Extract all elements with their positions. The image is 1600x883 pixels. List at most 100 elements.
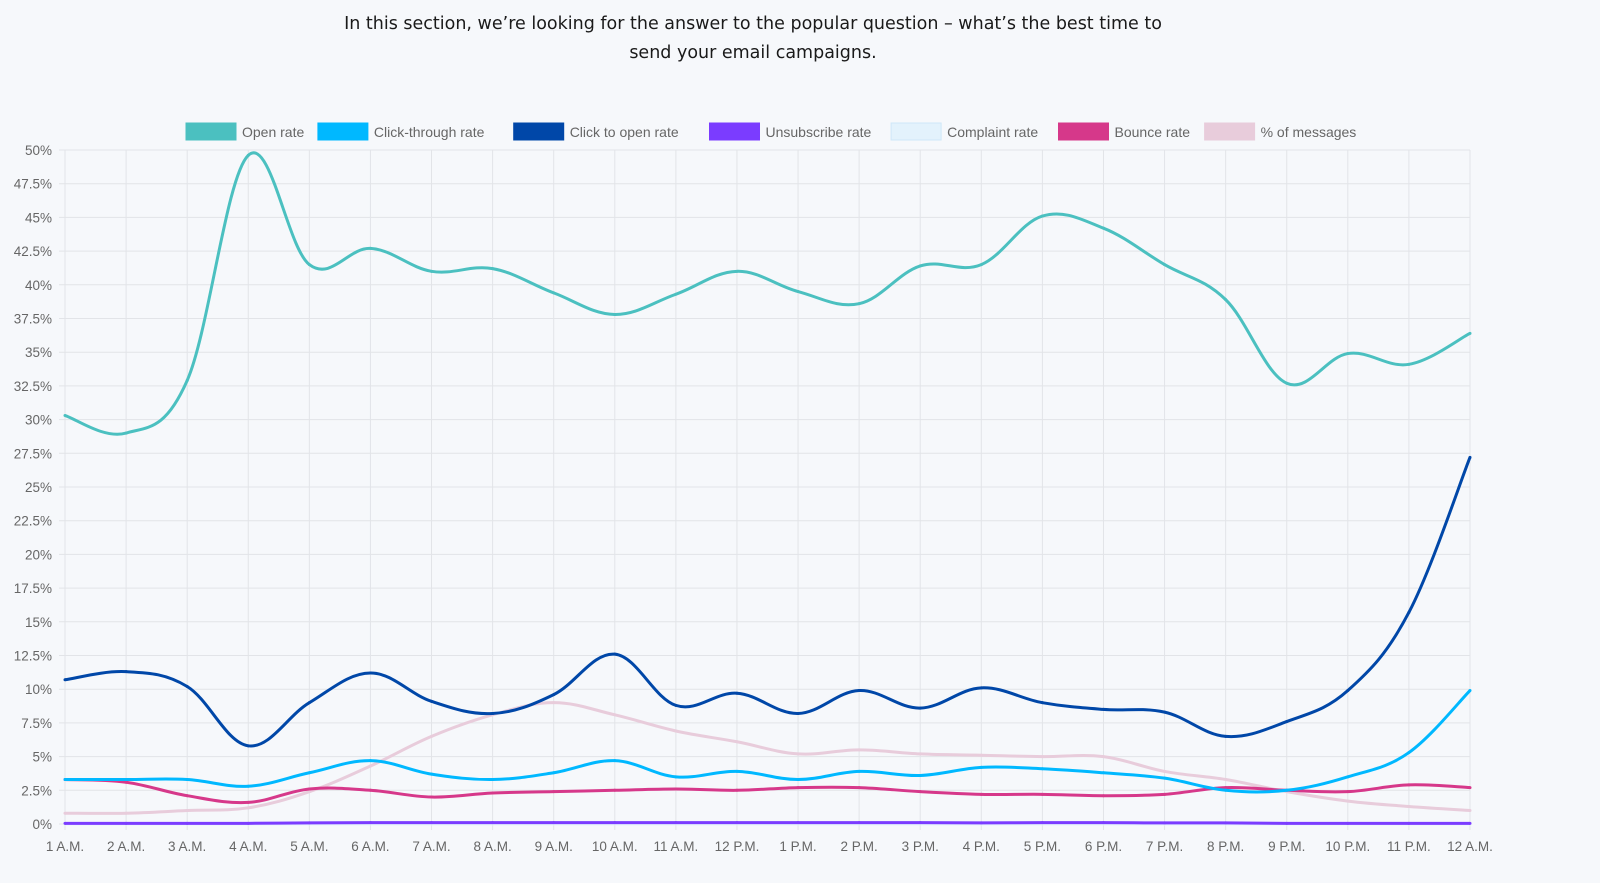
- data-point: [1346, 799, 1350, 803]
- x-tick-label: 2 A.M.: [107, 839, 145, 854]
- legend-swatch: [1204, 122, 1256, 141]
- data-point: [1407, 804, 1411, 808]
- legend-item[interactable]: Click to open rate: [513, 122, 679, 141]
- legend-item[interactable]: Click-through rate: [317, 122, 485, 141]
- data-point: [124, 431, 128, 435]
- data-point: [674, 729, 678, 733]
- data-point: [552, 790, 556, 794]
- data-point: [674, 292, 678, 296]
- legend-item[interactable]: Complaint rate: [890, 122, 1038, 141]
- data-point: [1224, 821, 1228, 825]
- data-point: [185, 778, 189, 782]
- data-point: [1346, 775, 1350, 779]
- data-point: [307, 263, 311, 267]
- data-point: [979, 765, 983, 769]
- y-tick-label: 2.5%: [21, 783, 52, 798]
- data-point: [1163, 792, 1167, 796]
- y-axis: 0% 2.5% 5% 7.5% 10% 12.5% 15% 17.5% 20% 22.5% 25% 2…: [14, 143, 52, 832]
- legend-item[interactable]: Bounce rate: [1058, 122, 1191, 141]
- y-tick-label: 37.5%: [14, 312, 52, 327]
- x-tick-label: 12 A.M.: [1447, 839, 1493, 854]
- x-tick-label: 5 P.M.: [1024, 839, 1061, 854]
- data-point: [124, 821, 128, 825]
- data-point: [552, 771, 556, 775]
- x-tick-label: 3 A.M.: [168, 839, 206, 854]
- data-point: [1101, 821, 1105, 825]
- data-point: [307, 701, 311, 705]
- data-point: [552, 291, 556, 295]
- legend-item[interactable]: Open rate: [185, 122, 304, 141]
- legend-swatch: [709, 122, 760, 141]
- data-point: [979, 686, 983, 690]
- data-point: [1040, 792, 1044, 796]
- y-tick-label: 30%: [25, 413, 52, 428]
- data-point: [368, 246, 372, 250]
- x-tick-label: 10 A.M.: [592, 839, 638, 854]
- x-tick-label: 8 P.M.: [1207, 839, 1244, 854]
- data-point: [1224, 298, 1228, 302]
- y-tick-label: 15%: [25, 615, 52, 630]
- x-tick-label: 6 P.M.: [1085, 839, 1122, 854]
- legend: Open rate Click-through rate Click to open…: [185, 122, 1357, 141]
- x-tick-label: 11 P.M.: [1387, 839, 1431, 854]
- data-point: [1224, 734, 1228, 738]
- data-point: [552, 701, 556, 705]
- data-point: [368, 671, 372, 675]
- data-point: [1040, 767, 1044, 771]
- data-point: [918, 264, 922, 268]
- data-point: [246, 806, 250, 810]
- data-point: [1163, 821, 1167, 825]
- data-point: [1407, 821, 1411, 825]
- data-point: [796, 290, 800, 294]
- data-point: [368, 821, 372, 825]
- data-point: [857, 769, 861, 773]
- data-point: [491, 821, 495, 825]
- data-point: [857, 689, 861, 693]
- y-tick-label: 10%: [25, 682, 52, 697]
- data-point: [430, 821, 434, 825]
- data-point: [1285, 720, 1289, 724]
- data-point: [246, 744, 250, 748]
- series-line-click-through-rate: [64, 689, 1472, 794]
- data-point: [1407, 610, 1411, 614]
- legend-item[interactable]: Unsubscribe rate: [709, 122, 872, 141]
- data-point: [979, 792, 983, 796]
- data-point: [246, 784, 250, 788]
- data-point: [735, 691, 739, 695]
- y-tick-label: 17.5%: [14, 581, 52, 596]
- legend-swatch: [185, 122, 237, 141]
- legend-item[interactable]: % of messages: [1204, 122, 1357, 141]
- data-point: [1468, 455, 1472, 459]
- y-tick-label: 47.5%: [14, 177, 52, 192]
- x-tick-label: 12 P.M.: [715, 839, 760, 854]
- data-point: [674, 787, 678, 791]
- legend-swatch: [1058, 122, 1109, 141]
- data-point: [613, 788, 617, 792]
- y-tick-label: 20%: [25, 547, 52, 562]
- data-point: [552, 821, 556, 825]
- data-point: [430, 734, 434, 738]
- data-point: [491, 267, 495, 271]
- x-tick-label: 10 P.M.: [1325, 839, 1370, 854]
- x-tick-label: 5 A.M.: [290, 839, 328, 854]
- data-point: [1040, 701, 1044, 705]
- data-point: [1040, 214, 1044, 218]
- data-point: [63, 821, 67, 825]
- data-point: [1346, 352, 1350, 356]
- y-tick-label: 25%: [25, 480, 52, 495]
- data-point: [918, 706, 922, 710]
- data-point: [857, 786, 861, 790]
- data-point: [796, 711, 800, 715]
- data-point: [1163, 776, 1167, 780]
- series-line-click-to-open-rate: [64, 456, 1472, 748]
- data-point: [857, 748, 861, 752]
- data-point: [1346, 689, 1350, 693]
- data-point: [1468, 689, 1472, 693]
- data-point: [613, 759, 617, 763]
- y-tick-label: 42.5%: [14, 244, 52, 259]
- y-tick-label: 35%: [25, 345, 52, 360]
- data-point: [124, 780, 128, 784]
- data-point: [307, 790, 311, 794]
- data-point: [63, 414, 67, 418]
